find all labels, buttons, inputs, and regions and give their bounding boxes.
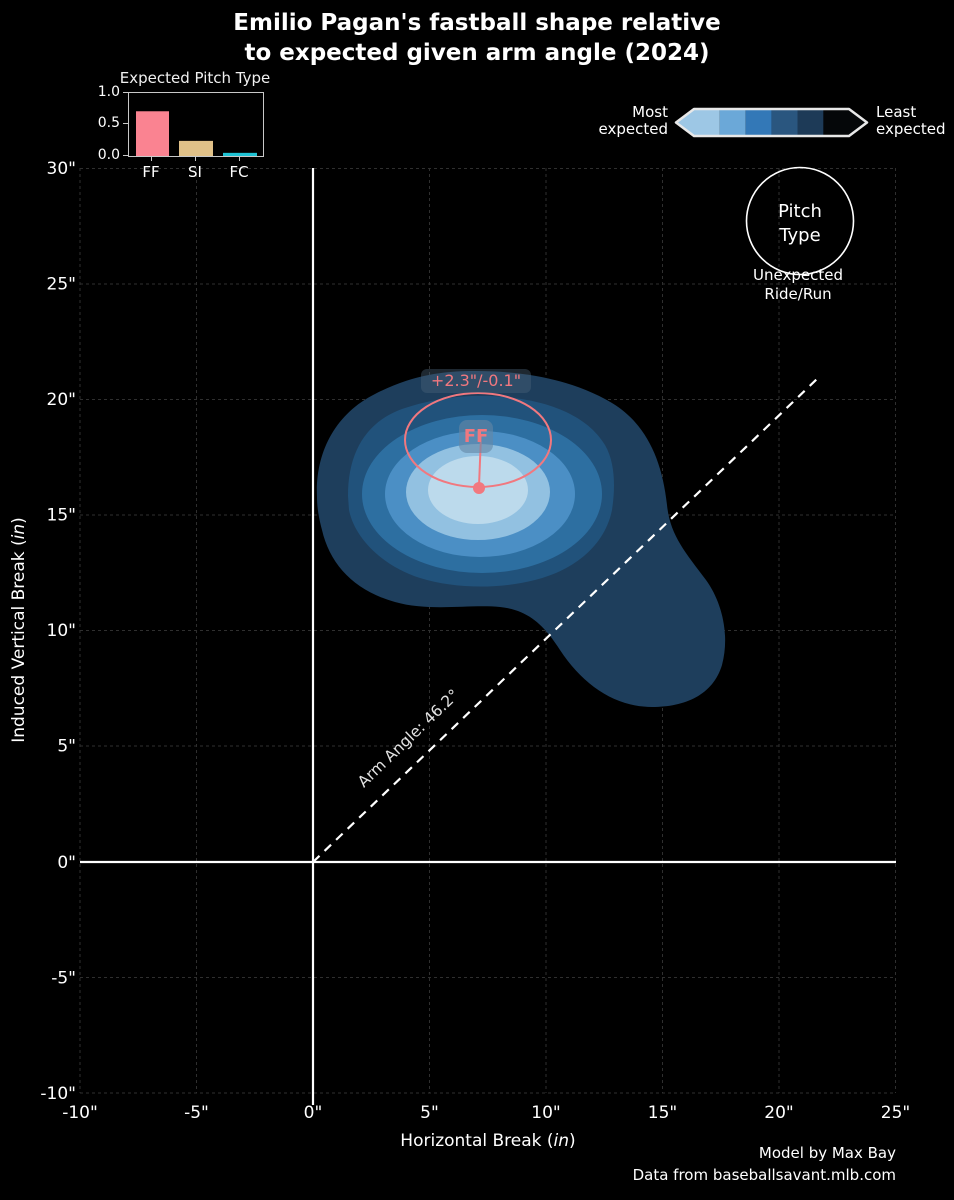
bar-ff: [136, 111, 169, 156]
inset-x-tick: [151, 156, 152, 161]
x-tick-label: 10": [531, 1103, 560, 1123]
bar-si: [179, 140, 213, 156]
inset-x-tick-label: FC: [229, 163, 249, 181]
x-tick-labels: -10" -5" 0" 5" 10" 15" 20" 25": [62, 1103, 910, 1123]
horizontal-gridlines: [80, 168, 896, 1094]
colorbar-segment-3: [745, 109, 772, 136]
x-tick-label: 5": [420, 1103, 439, 1123]
colorbar-segment-2: [719, 109, 746, 136]
x-axis-title: Horizontal Break (in): [400, 1131, 575, 1151]
colorbar-legend: Most expected Least expected: [599, 103, 946, 138]
x-tick-label: 25": [881, 1103, 910, 1123]
chart-title: Emilio Pagan's fastball shape relative t…: [0, 8, 954, 68]
unexpected-caption-line2: Ride/Run: [764, 285, 831, 303]
inset-bars: [136, 111, 257, 156]
inset-axes: [128, 92, 264, 157]
y-tick-label: -5": [51, 969, 76, 989]
inset-x-tick: [195, 156, 196, 161]
y-tick-label: 10": [47, 621, 76, 641]
bar-fc: [223, 152, 257, 156]
chart-title-line1: Emilio Pagan's fastball shape relative: [233, 10, 721, 36]
expected-shape-dot: [473, 482, 485, 494]
colorbar-left-label-line2: expected: [599, 120, 668, 138]
x-tick-label: -5": [184, 1103, 209, 1123]
pitch-type-circle: [745, 166, 855, 276]
x-tick-label: 0": [304, 1103, 323, 1123]
chart-title-line2: to expected given arm angle (2024): [244, 40, 710, 66]
x-tick-label: -10": [62, 1103, 98, 1123]
y-tick-label: -10": [40, 1084, 76, 1104]
inset-y-tick-label: 0.5: [97, 115, 120, 131]
inset-y-tick-label: 1.0: [97, 84, 120, 100]
colorbar-segment-4: [771, 109, 798, 136]
colorbar-left-label-line1: Most: [632, 103, 668, 121]
x-tick-label: 15": [648, 1103, 677, 1123]
inset-y-tick-label: 0.0: [97, 147, 120, 163]
pitch-type-legend: Pitch Type Unexpected Ride/Run: [745, 166, 855, 303]
y-axis-title: Induced Vertical Break (in): [9, 517, 29, 743]
footer-credits: Model by Max Bay Data from baseballsavan…: [633, 1142, 896, 1186]
colorbar-outline: [674, 107, 869, 138]
kde-contours: [316, 371, 726, 707]
shape-diff-annotation: +2.3"/-0.1": [421, 369, 531, 393]
inset-y-tick: [123, 92, 128, 93]
inset-y-tick: [123, 123, 128, 124]
y-tick-label: 0": [57, 853, 76, 873]
arm-angle-label: Arm Angle: 46.2°: [354, 686, 463, 791]
y-tick-label: 15": [47, 506, 76, 526]
x-tick-label: 20": [764, 1103, 793, 1123]
inset-x-tick-label: SI: [188, 163, 202, 181]
pitch-type-line1: Pitch: [778, 201, 822, 222]
colorbar-segment-5: [797, 109, 824, 136]
colorbar-right-label-line1: Least: [876, 103, 916, 121]
ff-pitch-label: FF: [459, 420, 493, 453]
y-tick-label: 30": [47, 159, 76, 179]
y-tick-label: 20": [47, 390, 76, 410]
arm-angle-line: [312, 377, 819, 863]
colorbar-right-label-line2: expected: [876, 120, 945, 138]
colorbar-segment-6: [823, 109, 867, 136]
footer-model-credit: Model by Max Bay: [758, 1144, 896, 1162]
y-tick-labels: 30" 25" 20" 15" 10" 5" 0" -5" -10": [40, 159, 76, 1104]
inset-title: Expected Pitch Type: [119, 69, 271, 87]
inset-x-tick: [239, 156, 240, 161]
y-tick-label: 5": [57, 737, 76, 757]
inset-x-tick-label: FF: [142, 163, 160, 181]
pitch-type-line2: Type: [778, 225, 820, 246]
colorbar-segment-1: [676, 109, 720, 136]
unexpected-caption-line1: Unexpected: [753, 266, 843, 284]
inset-y-tick: [123, 155, 128, 156]
footer-data-credit: Data from baseballsavant.mlb.com: [632, 1166, 896, 1184]
y-tick-label: 25": [47, 275, 76, 295]
